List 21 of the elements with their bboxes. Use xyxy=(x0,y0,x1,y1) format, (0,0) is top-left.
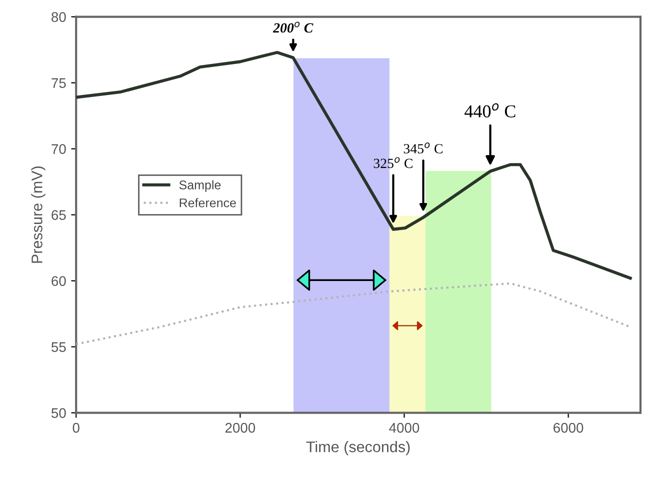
y-tick-label: 55 xyxy=(51,342,66,352)
annotation: 200$^{o}$ C xyxy=(272,22,314,33)
x-tick-label: 2000 xyxy=(225,422,256,433)
x-tick-label: 0 xyxy=(72,422,80,433)
y-tick-label: 80 xyxy=(52,12,66,22)
x-tick-label: 6000 xyxy=(554,422,584,433)
y-tick-label: 75 xyxy=(52,78,66,88)
line-series xyxy=(76,50,632,280)
legend-label: Sample xyxy=(179,180,221,192)
line-series xyxy=(76,282,632,346)
y-tick-label: 50 xyxy=(51,408,66,418)
annotation: 440$^{o}$ C xyxy=(464,103,516,118)
legend-label: Reference xyxy=(180,198,236,208)
y-tick-label: 60 xyxy=(52,276,66,286)
x-axis-title: Time (seconds) xyxy=(306,441,410,456)
y-tick-label: 65 xyxy=(52,210,66,220)
y-axis-title: Pressure (mV) xyxy=(31,166,46,263)
x-tick-label: 4000 xyxy=(389,422,420,433)
y-tick-label: 70 xyxy=(52,144,66,154)
annotation: 325$^{o}$ C xyxy=(374,157,412,168)
annotation: 345$^{o}$ C xyxy=(404,142,442,154)
